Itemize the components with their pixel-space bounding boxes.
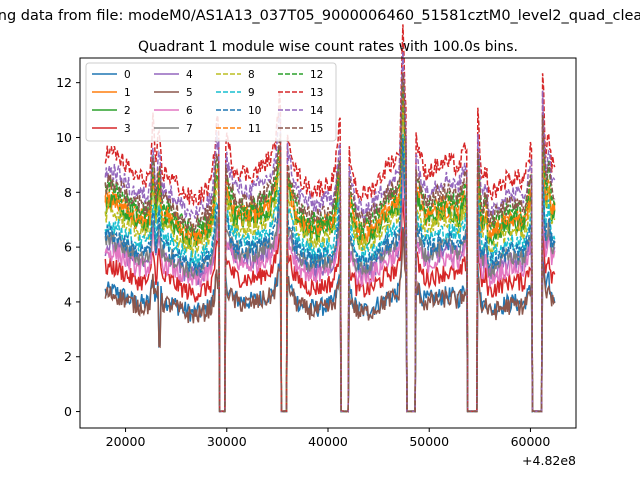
x-axis-offset-label: +4.82e8 <box>522 453 576 468</box>
series-line-8 <box>104 108 556 413</box>
y-tick-label: 4 <box>64 294 72 309</box>
series-line-13 <box>104 24 556 413</box>
y-tick-label: 12 <box>56 75 72 90</box>
legend-label-7: 7 <box>186 123 193 135</box>
legend-label-4: 4 <box>186 69 193 81</box>
legend-label-1: 1 <box>124 87 131 99</box>
series-lines <box>104 24 556 413</box>
legend-label-15: 15 <box>310 123 323 135</box>
chart-title: Quadrant 1 module wise count rates with … <box>138 39 518 55</box>
legend-label-6: 6 <box>186 105 193 117</box>
series-line-11 <box>104 81 556 413</box>
y-tick-label: 10 <box>56 130 72 145</box>
series-line-9 <box>104 133 556 413</box>
y-tick-label: 2 <box>64 349 72 364</box>
legend-label-8: 8 <box>248 69 255 81</box>
legend-label-2: 2 <box>124 105 131 117</box>
y-tick-label: 8 <box>64 185 72 200</box>
series-line-10 <box>104 137 556 413</box>
legend-label-3: 3 <box>124 123 131 135</box>
x-axis-ticks: 20000 30000 40000 50000 60000 <box>106 428 551 449</box>
legend-label-10: 10 <box>248 105 261 117</box>
series-line-14 <box>104 51 556 413</box>
x-tick-label: 40000 <box>308 434 348 449</box>
legend-label-12: 12 <box>310 69 323 81</box>
series-line-15 <box>104 72 556 413</box>
legend-label-11: 11 <box>248 123 261 135</box>
legend-box <box>85 62 337 142</box>
x-tick-label: 50000 <box>409 434 449 449</box>
y-axis-ticks: 0 2 4 6 8 10 12 <box>56 75 80 419</box>
legend-label-5: 5 <box>186 87 193 99</box>
legend-label-9: 9 <box>248 87 255 99</box>
y-tick-label: 6 <box>64 240 72 255</box>
x-tick-label: 60000 <box>511 434 551 449</box>
series-line-5 <box>104 228 556 413</box>
legend-label-13: 13 <box>310 87 323 99</box>
x-tick-label: 30000 <box>207 434 247 449</box>
legend-label-14: 14 <box>310 105 324 117</box>
x-tick-label: 20000 <box>106 434 146 449</box>
figure-suptitle: Plotting data from file: modeM0/AS1A13_0… <box>0 8 640 24</box>
legend-label-0: 0 <box>124 69 131 81</box>
y-tick-label: 0 <box>64 404 72 419</box>
